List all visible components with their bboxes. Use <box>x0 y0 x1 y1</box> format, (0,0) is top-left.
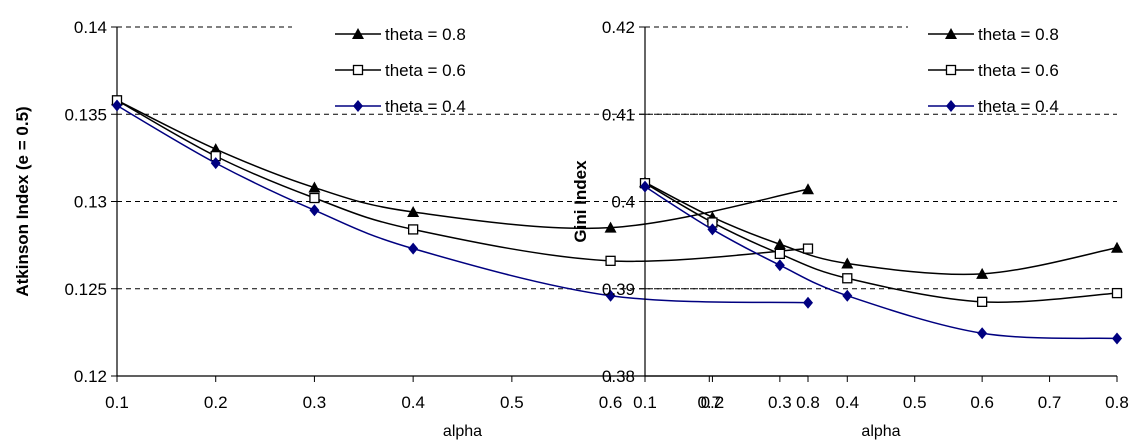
y-tick-label: 0.125 <box>64 280 107 299</box>
data-point-series-1 <box>309 192 320 204</box>
x-tick-label: 0.8 <box>1105 393 1129 412</box>
legend-marker <box>352 28 364 39</box>
series-line-2 <box>644 186 1118 340</box>
y-tick-label: 0.38 <box>602 367 635 386</box>
data-point-series-0 <box>773 238 786 250</box>
data-point-series-1 <box>842 273 853 284</box>
data-point-series-1 <box>976 296 988 307</box>
y-tick-label: 0.42 <box>602 18 635 37</box>
x-tick-label: 0.8 <box>796 393 820 412</box>
legend-label: theta = 0.8 <box>385 25 466 44</box>
legend-marker <box>352 64 364 76</box>
data-point-series-0 <box>604 221 617 233</box>
data-point-series-1 <box>1111 287 1123 299</box>
data-point-series-0 <box>1111 241 1123 253</box>
data-point-series-0 <box>841 257 854 269</box>
legend-label: theta = 0.4 <box>385 97 466 116</box>
y-tick-label: 0.13 <box>74 193 107 212</box>
legend-marker <box>945 28 957 39</box>
x-tick-label: 0.5 <box>903 393 927 412</box>
data-point-series-2 <box>707 223 718 236</box>
x-tick-label: 0.2 <box>701 393 725 412</box>
data-point-series-2 <box>210 157 221 170</box>
y-tick-label: 0.41 <box>602 105 635 124</box>
y-tick-label: 0.14 <box>74 18 107 37</box>
data-point-series-2 <box>774 259 785 272</box>
x-tick-label: 0.1 <box>633 393 657 412</box>
x-tick-label: 0.7 <box>697 393 721 412</box>
y-tick-label: 0.39 <box>602 280 635 299</box>
x-axis-label: alpha <box>443 423 482 440</box>
data-point-series-1 <box>605 255 616 266</box>
gini-chart: 0.38 0.39 0.4 0.41 0.42 0.1 0.2 0.3 0.4 0.5 0.6 0.7… <box>571 18 1129 440</box>
x-tick-label: 0.5 <box>500 393 524 412</box>
legend-marker <box>353 100 363 112</box>
data-point-series-2 <box>842 289 853 302</box>
atkinson-chart: 0.12 0.125 0.13 0.135 0.14 0.1 0.2 0.3 0.4 0.5 0.6… <box>13 18 820 440</box>
data-point-series-2 <box>640 180 650 193</box>
data-point-series-2 <box>1112 332 1122 345</box>
x-tick-label: 0.6 <box>970 393 994 412</box>
y-tick-label: 0.4 <box>611 193 635 212</box>
legend-marker <box>945 64 957 76</box>
y-axis-label: Atkinson Index (e = 0.5) <box>13 106 32 296</box>
x-tick-label: 0.2 <box>204 393 228 412</box>
data-point-series-0 <box>976 267 989 279</box>
legend-label: theta = 0.4 <box>978 97 1059 116</box>
data-point-series-2 <box>977 327 988 340</box>
series-line-1 <box>116 99 809 263</box>
data-point-series-1 <box>407 224 419 235</box>
data-point-series-1 <box>802 243 814 254</box>
data-point-series-2 <box>803 296 813 309</box>
data-point-series-2 <box>112 99 122 112</box>
x-tick-label: 0.4 <box>401 393 425 412</box>
legend-marker <box>946 100 956 112</box>
legend-label: theta = 0.8 <box>978 25 1059 44</box>
x-tick-label: 0.7 <box>1038 393 1062 412</box>
data-point-series-0 <box>407 205 420 217</box>
data-point-series-2 <box>408 242 419 255</box>
series-line-2 <box>116 104 809 304</box>
data-point-series-0 <box>802 183 814 195</box>
y-tick-label: 0.12 <box>74 367 107 386</box>
legend-label: theta = 0.6 <box>385 61 466 80</box>
data-point-series-0 <box>308 181 321 193</box>
x-tick-label: 0.3 <box>768 393 792 412</box>
x-tick-label: 0.3 <box>303 393 327 412</box>
data-point-series-1 <box>774 248 786 260</box>
data-point-series-2 <box>605 289 616 302</box>
data-point-series-2 <box>309 204 320 217</box>
y-axis-label: Gini Index <box>571 160 590 243</box>
legend-label: theta = 0.6 <box>978 61 1059 80</box>
x-tick-label: 0.4 <box>835 393 859 412</box>
x-tick-label: 0.6 <box>599 393 623 412</box>
series-line-0 <box>116 99 809 230</box>
x-axis-label: alpha <box>861 423 900 440</box>
x-tick-label: 0.1 <box>105 393 129 412</box>
y-tick-label: 0.135 <box>64 105 107 124</box>
